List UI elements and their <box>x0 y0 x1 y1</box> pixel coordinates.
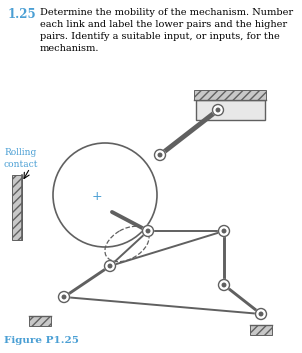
Circle shape <box>219 226 230 237</box>
Polygon shape <box>12 175 22 240</box>
Text: Determine the mobility of the mechanism. Number
each link and label the lower pa: Determine the mobility of the mechanism.… <box>40 8 293 53</box>
Text: Rolling
contact: Rolling contact <box>4 148 38 169</box>
Circle shape <box>108 264 112 268</box>
Polygon shape <box>29 316 51 326</box>
Circle shape <box>62 295 66 299</box>
Polygon shape <box>250 325 272 335</box>
Circle shape <box>143 226 153 237</box>
Circle shape <box>219 280 230 291</box>
Circle shape <box>222 283 226 287</box>
Text: Figure P1.25: Figure P1.25 <box>4 336 79 345</box>
Text: 1.25: 1.25 <box>8 8 37 21</box>
Text: +: + <box>92 191 102 203</box>
Circle shape <box>255 309 266 319</box>
Circle shape <box>59 292 69 303</box>
Circle shape <box>259 312 263 316</box>
Circle shape <box>104 261 115 271</box>
Circle shape <box>146 229 150 233</box>
Circle shape <box>213 104 223 115</box>
Polygon shape <box>194 90 266 100</box>
Circle shape <box>155 150 165 161</box>
Polygon shape <box>196 100 265 120</box>
Circle shape <box>222 229 226 233</box>
Circle shape <box>158 153 162 157</box>
Circle shape <box>216 108 220 112</box>
